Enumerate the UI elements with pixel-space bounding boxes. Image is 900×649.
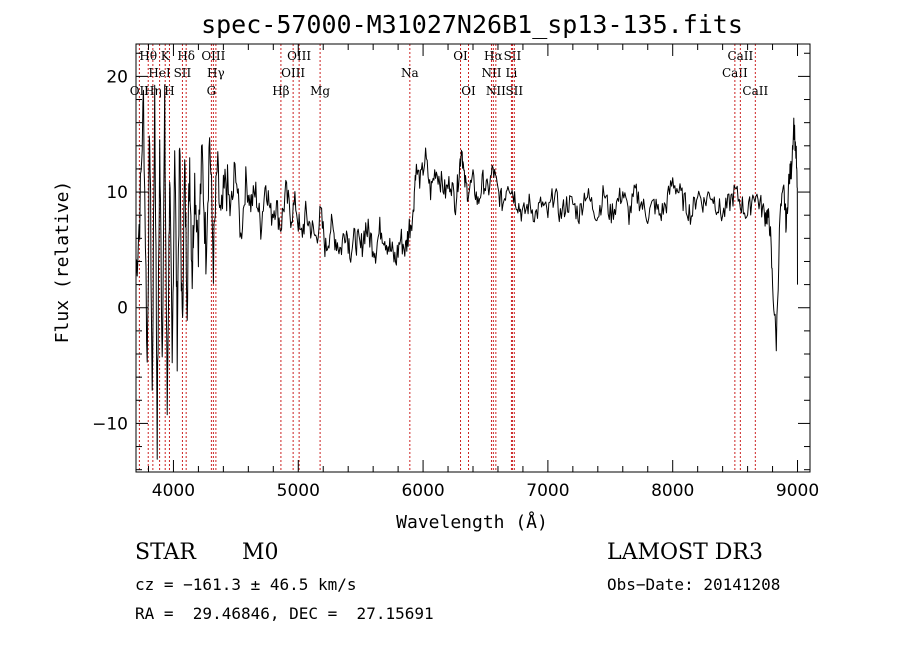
spectral-line-label: OI bbox=[461, 84, 476, 98]
spectral-line-label: OIII bbox=[287, 49, 311, 63]
velocity-readout: cz = −161.3 ± 46.5 km/s bbox=[135, 575, 357, 594]
y-tick-label: −10 bbox=[92, 414, 128, 434]
x-axis-label: Wavelength (Å) bbox=[396, 511, 548, 533]
y-tick-label: 20 bbox=[106, 67, 128, 87]
x-tick-label: 5000 bbox=[277, 481, 320, 501]
object-subclass: M0 bbox=[242, 540, 279, 565]
spectral-line-label: CaII bbox=[727, 49, 753, 63]
spectral-line-label: HeI bbox=[148, 66, 171, 80]
spectral-line-label: Hθ bbox=[139, 49, 157, 63]
spectral-line-label: H bbox=[164, 84, 174, 98]
y-tick-label: 0 bbox=[117, 299, 128, 319]
spectral-line-label: CaII bbox=[742, 84, 768, 98]
spectral-line-label: Mg bbox=[310, 84, 330, 98]
x-tick-label: 8000 bbox=[651, 481, 694, 501]
spectral-line-label: SII bbox=[505, 84, 523, 98]
chart-title: spec-57000-M31027N26B1_sp13-135.fits bbox=[201, 10, 743, 39]
spectral-line-label: OII bbox=[130, 84, 150, 98]
spectral-line-label: OI bbox=[453, 49, 468, 63]
spectral-line-label: Hδ bbox=[177, 49, 195, 63]
spectrum-line bbox=[135, 84, 798, 460]
spectral-line-label: SII bbox=[174, 66, 192, 80]
spectral-line-markers: OIIHθHηHeIKHSIIHδGOIIIHγHβOIIIOIIIMgNaOI… bbox=[130, 44, 768, 472]
survey-name: LAMOST DR3 bbox=[607, 540, 763, 565]
spectral-line-label: OIII bbox=[281, 66, 305, 80]
x-tick-label: 9000 bbox=[776, 481, 819, 501]
plot-frame bbox=[135, 43, 811, 473]
spectral-line-label: Li bbox=[506, 66, 518, 80]
axes: 4000 5000 6000 7000 8000 9000 −10 0 10 20 bbox=[92, 44, 819, 501]
spectral-line-label: G bbox=[207, 84, 217, 98]
spectral-line-label: Na bbox=[401, 66, 419, 80]
coordinates: RA = 29.46846, DEC = 27.15691 bbox=[135, 604, 434, 623]
obs-date: Obs−Date: 20141208 bbox=[607, 575, 781, 594]
spectral-line-label: OIII bbox=[201, 49, 225, 63]
y-axis-label: Flux (relative) bbox=[52, 181, 73, 344]
spectral-line-label: NII bbox=[481, 66, 501, 80]
object-class: STAR bbox=[135, 540, 196, 565]
y-tick-label: 10 bbox=[106, 183, 128, 203]
x-tick-label: 6000 bbox=[401, 481, 444, 501]
spectral-line-label: SII bbox=[504, 49, 522, 63]
spectral-line-label: Hβ bbox=[272, 84, 289, 98]
spectral-line-label: Hη bbox=[144, 84, 162, 98]
spectrum-series bbox=[135, 84, 798, 460]
spectral-line-label: NII bbox=[486, 84, 506, 98]
spectral-line-label: Hα bbox=[484, 49, 503, 63]
x-tick-label: 7000 bbox=[526, 481, 569, 501]
spectral-line-label: K bbox=[161, 49, 171, 63]
spectral-line-label: Hγ bbox=[207, 66, 225, 80]
spectral-line-label: CaII bbox=[722, 66, 748, 80]
x-tick-label: 4000 bbox=[152, 481, 195, 501]
